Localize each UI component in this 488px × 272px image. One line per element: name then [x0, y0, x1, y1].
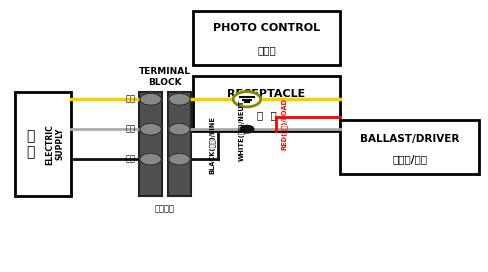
Text: RECEPTACLE: RECEPTACLE [227, 89, 305, 98]
Circle shape [140, 93, 161, 105]
Text: 接线端子: 接线端子 [155, 204, 175, 213]
Bar [193, 11, 339, 65]
Bar [139, 92, 162, 196]
Text: PHOTO CONTROL: PHOTO CONTROL [212, 23, 320, 33]
Text: 零线: 零线 [125, 125, 135, 134]
Bar [193, 76, 339, 131]
Text: 火线: 火线 [125, 154, 135, 164]
Text: 光感器: 光感器 [257, 45, 275, 55]
Text: RED(红色)/LOAD: RED(红色)/LOAD [280, 98, 287, 150]
Text: BLOCK: BLOCK [148, 78, 182, 87]
Text: TERMINAL: TERMINAL [139, 67, 191, 76]
Circle shape [168, 153, 190, 165]
Circle shape [240, 125, 253, 133]
Text: WHITE(白色)/NEUT: WHITE(白色)/NEUT [237, 99, 244, 161]
Bar [339, 120, 478, 174]
Text: ELECTRIC
SUPPLY: ELECTRIC SUPPLY [45, 124, 65, 165]
Bar [15, 92, 71, 196]
Circle shape [140, 153, 161, 165]
Circle shape [233, 92, 260, 107]
Text: 市
电: 市 电 [26, 129, 35, 159]
Bar [168, 92, 190, 196]
Text: 底  座: 底 座 [256, 110, 276, 120]
Text: BLACK(黑色)/LINE: BLACK(黑色)/LINE [208, 116, 215, 174]
Text: 地线: 地线 [125, 95, 135, 104]
Circle shape [168, 93, 190, 105]
Circle shape [168, 123, 190, 135]
Circle shape [140, 123, 161, 135]
Text: 整流器/驱动: 整流器/驱动 [391, 154, 426, 164]
Text: BALLAST/DRIVER: BALLAST/DRIVER [359, 134, 458, 144]
